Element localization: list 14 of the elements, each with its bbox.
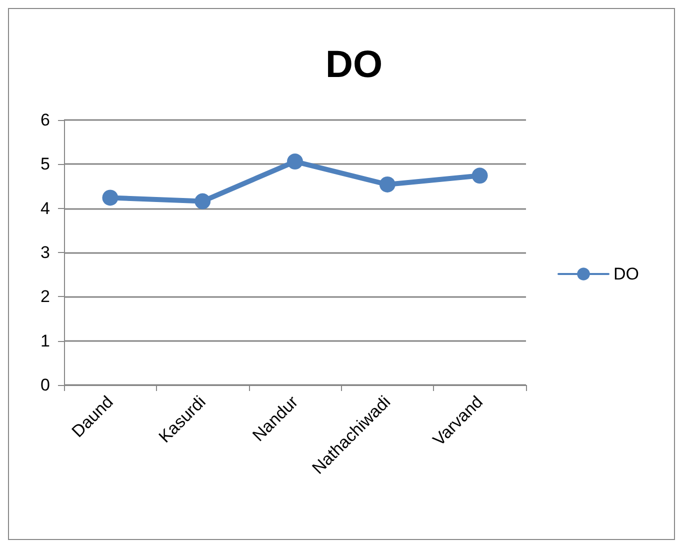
- y-tick-label: 5: [40, 154, 50, 174]
- y-tick-label: 2: [40, 287, 50, 306]
- y-tick-label: 6: [40, 110, 50, 130]
- point: [379, 176, 396, 192]
- y-tick-label: 1: [40, 331, 50, 350]
- y-tick-label: 0: [40, 376, 50, 394]
- point: [287, 154, 303, 170]
- chart-title: DO: [326, 44, 382, 86]
- point: [194, 193, 211, 210]
- y-tick-label: 4: [40, 198, 50, 218]
- point: [472, 168, 488, 184]
- legend-label: DO: [614, 264, 639, 284]
- point: [102, 190, 118, 206]
- y-tick-label: 3: [40, 243, 50, 262]
